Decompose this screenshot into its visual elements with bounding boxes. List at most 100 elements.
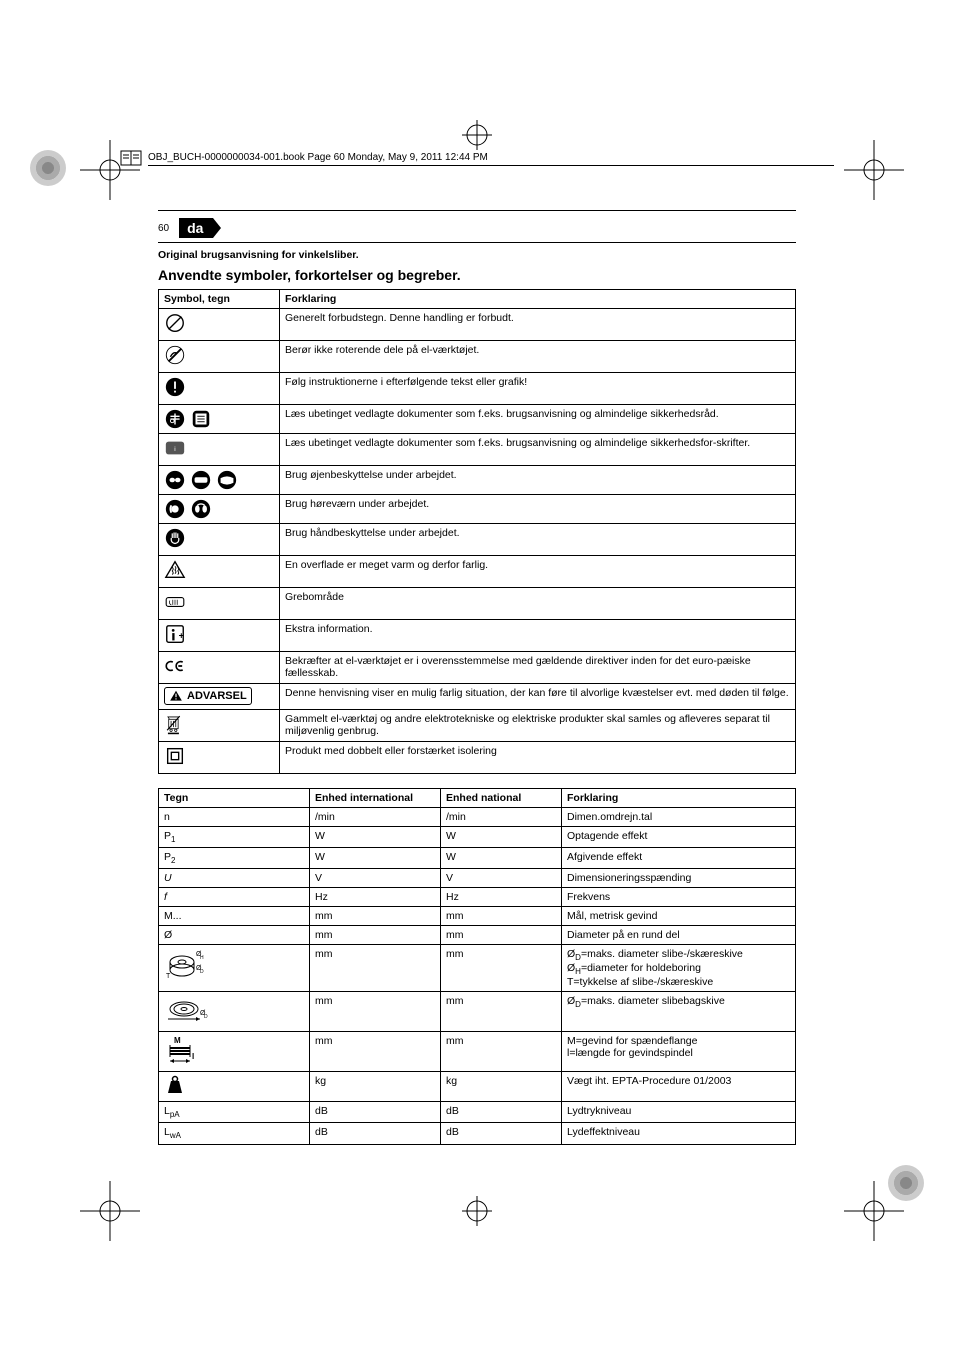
crop-mark-br (844, 1181, 874, 1211)
spec-header-unit-nat: Enhed national (441, 789, 562, 808)
table-row: n/min/minDimen.omdrejn.tal (159, 808, 796, 827)
spec-explanation: Vægt iht. EPTA-Procedure 01/2003 (562, 1072, 796, 1102)
spec-explanation: Afgivende effekt (562, 848, 796, 869)
registration-mark-bottom (462, 1196, 492, 1231)
symbol-explanation: Brug håndbeskyttelse under arbejdet. (280, 524, 796, 556)
table-row: ØH ØD T mmmmØD=maks. diameter slibe-/skæ… (159, 945, 796, 992)
spec-sign: M l (159, 1032, 310, 1072)
table-row: LpAdBdBLydtrykniveau (159, 1102, 796, 1123)
spec-explanation: Dimensioneringsspænding (562, 869, 796, 888)
symbol-cell (159, 652, 280, 684)
symbol-cell (159, 466, 280, 495)
table-row: Brug høreværn under arbejdet. (159, 495, 796, 524)
language-badge: da (179, 218, 213, 238)
table-row: ØmmmmDiameter på en rund del (159, 926, 796, 945)
symbol-cell: i (159, 434, 280, 466)
table-row: ADVARSEL Denne henvisning viser en mulig … (159, 684, 796, 710)
crop-mark-tr (844, 140, 874, 170)
svg-text:T: T (166, 973, 171, 980)
spec-unit-intl: mm (310, 992, 441, 1032)
symbol-cell (159, 524, 280, 556)
grip-area-icon (164, 591, 186, 613)
symbol-explanation: Denne henvisning viser en mulig farlig s… (280, 684, 796, 710)
symbol-cell (159, 710, 280, 742)
spec-sign: LwA (159, 1123, 310, 1144)
symbol-table-header-symbol: Symbol, tegn (159, 290, 280, 309)
crop-mark-tl (80, 140, 110, 170)
spec-unit-nat: dB (441, 1102, 562, 1123)
spec-unit-nat: /min (441, 808, 562, 827)
table-row: +Ekstra information. (159, 620, 796, 652)
symbol-explanation: Følg instruktionerne i efterfølgende tek… (280, 373, 796, 405)
spec-explanation: Optagende effekt (562, 827, 796, 848)
no-touch-rotating-icon (164, 344, 186, 366)
table-row: Følg instruktionerne i efterfølgende tek… (159, 373, 796, 405)
original-instructions-line: Original brugsanvisning for vinkelsliber… (158, 249, 796, 261)
table-row: Produkt med dobbelt eller forstærket iso… (159, 742, 796, 774)
print-page: OBJ_BUCH-0000000034-001.book Page 60 Mon… (0, 0, 954, 1351)
symbol-cell: ADVARSEL (159, 684, 280, 710)
svg-text:D: D (200, 969, 204, 975)
symbol-table: Symbol, tegn Forklaring Generelt forbuds… (158, 289, 796, 774)
table-row: Brug håndbeskyttelse under arbejdet. (159, 524, 796, 556)
spec-unit-nat: Hz (441, 888, 562, 907)
spec-unit-intl: Hz (310, 888, 441, 907)
symbol-cell (159, 495, 280, 524)
spec-explanation: M=gevind for spændeflangel=længde for ge… (562, 1032, 796, 1072)
symbol-explanation: Generelt forbudstegn. Denne handling er … (280, 309, 796, 341)
symbol-explanation: Brug øjenbeskyttelse under arbejdet. (280, 466, 796, 495)
spec-unit-intl: V (310, 869, 441, 888)
read-safety-icon: i (164, 437, 186, 459)
svg-text:H: H (200, 955, 204, 961)
symbol-cell (159, 373, 280, 405)
symbol-cell (159, 405, 280, 434)
spec-explanation: Mål, metrisk gevind (562, 907, 796, 926)
symbol-explanation: Læs ubetinget vedlagte dokumenter som f.… (280, 405, 796, 434)
symbol-cell: + (159, 620, 280, 652)
follow-instr-icon (164, 376, 186, 398)
table-row: LwAdBdBLydeffektniveau (159, 1123, 796, 1144)
symbol-explanation: Grebområde (280, 588, 796, 620)
spec-header-explanation: Forklaring (562, 789, 796, 808)
table-row: Generelt forbudstegn. Denne handling er … (159, 309, 796, 341)
spec-unit-intl: mm (310, 1032, 441, 1072)
table-row: En overflade er meget varm og derfor far… (159, 556, 796, 588)
spec-explanation: Lydeffektniveau (562, 1123, 796, 1144)
spec-unit-nat: mm (441, 992, 562, 1032)
spec-unit-nat: V (441, 869, 562, 888)
advarsel-badge: ADVARSEL (164, 687, 252, 705)
prohibit-icon (164, 312, 186, 334)
spec-unit-intl: W (310, 827, 441, 848)
symbol-cell (159, 556, 280, 588)
spec-header-sign: Tegn (159, 789, 310, 808)
spec-explanation: ØD=maks. diameter slibebagskive (562, 992, 796, 1032)
table-row: Berør ikke roterende dele på el-værktøje… (159, 341, 796, 373)
page-frame: OBJ_BUCH-0000000034-001.book Page 60 Mon… (120, 150, 834, 1201)
spec-explanation: Lydtrykniveau (562, 1102, 796, 1123)
spec-unit-intl: dB (310, 1102, 441, 1123)
svg-text:M: M (174, 1036, 181, 1045)
table-row: Brug øjenbeskyttelse under arbejdet. (159, 466, 796, 495)
spec-header-unit-intl: Enhed international (310, 789, 441, 808)
spec-unit-nat: mm (441, 1032, 562, 1072)
table-row: Grebområde (159, 588, 796, 620)
table-row: M l mmmmM=gevind for spændeflangel=længd… (159, 1032, 796, 1072)
symbol-explanation: Ekstra information. (280, 620, 796, 652)
spec-sign: P2 (159, 848, 310, 869)
spec-explanation: Frekvens (562, 888, 796, 907)
double-ins-icon (164, 745, 186, 767)
table-row: P2WWAfgivende effekt (159, 848, 796, 869)
symbol-cell (159, 309, 280, 341)
spec-sign: M... (159, 907, 310, 926)
symbol-explanation: Brug høreværn under arbejdet. (280, 495, 796, 524)
spec-unit-nat: kg (441, 1072, 562, 1102)
spec-sign: f (159, 888, 310, 907)
table-row: fHzHzFrekvens (159, 888, 796, 907)
section-title: Anvendte symboler, forkortelser og begre… (158, 267, 796, 283)
spec-sign: ØD (159, 992, 310, 1032)
spec-sign: LpA (159, 1102, 310, 1123)
spec-sign: n (159, 808, 310, 827)
spec-sign: Ø (159, 926, 310, 945)
book-icon (120, 150, 142, 171)
weee-icon (164, 713, 186, 735)
